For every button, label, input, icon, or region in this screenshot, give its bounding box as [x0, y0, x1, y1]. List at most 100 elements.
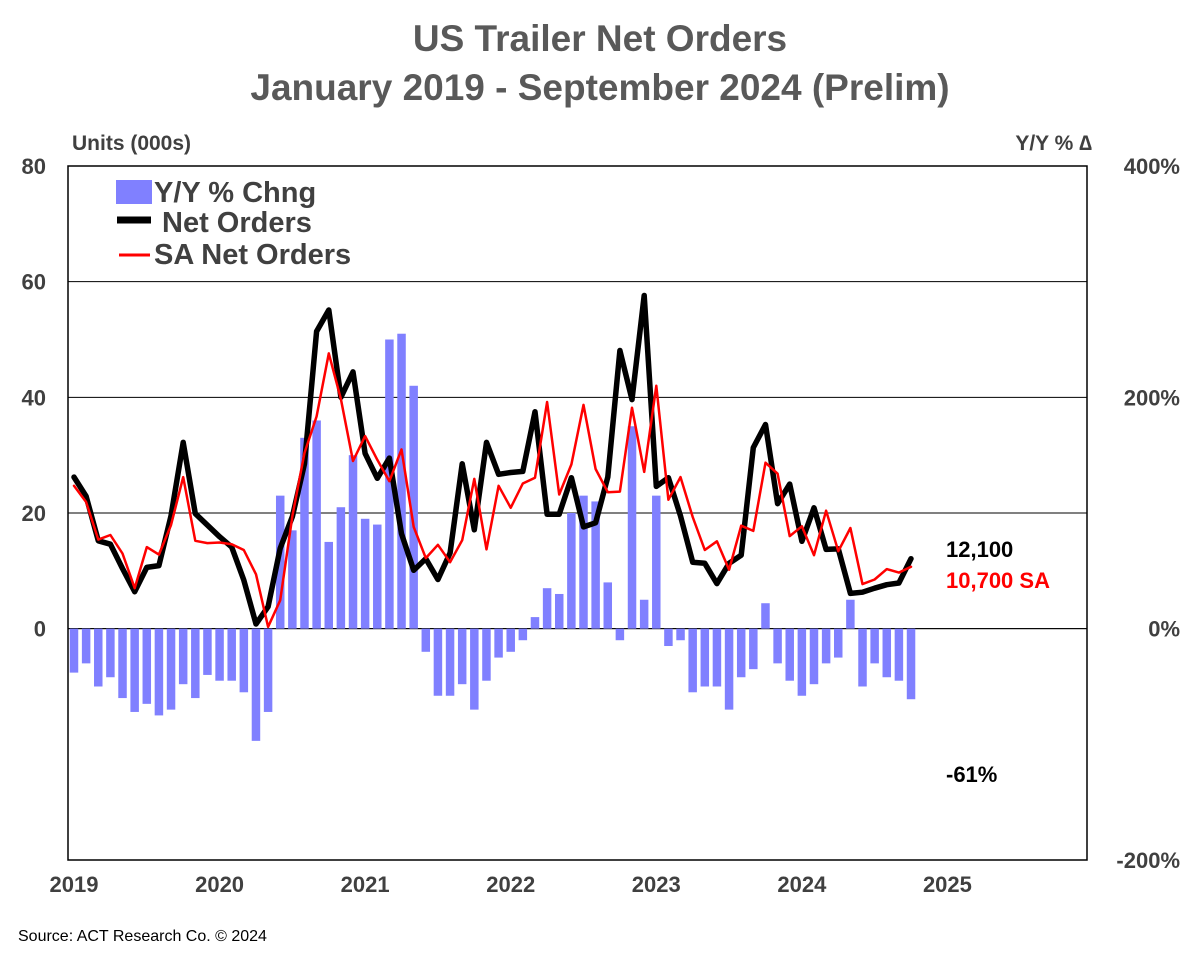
- yoy-bar: [373, 524, 382, 629]
- yoy-bar: [870, 628, 879, 664]
- yoy-bar: [906, 628, 916, 700]
- yoy-bar: [736, 628, 746, 678]
- right-tick-label: 0%: [1148, 617, 1180, 642]
- yoy-bar: [797, 628, 807, 696]
- yoy-bar: [882, 628, 892, 678]
- yoy-bar: [251, 628, 261, 741]
- yoy-bar: [664, 628, 673, 647]
- yoy-bar: [239, 628, 249, 693]
- order-lines: [71, 292, 914, 629]
- yoy-bar: [785, 628, 794, 681]
- chart-title-line2: January 2019 - September 2024 (Prelim): [250, 67, 950, 108]
- yoy-bar: [142, 628, 152, 704]
- plot-frame: [67, 165, 1088, 861]
- legend-label-sa: SA Net Orders: [154, 239, 351, 271]
- yoy-bar: [712, 628, 722, 687]
- yoy-bar: [397, 333, 406, 629]
- sa-net-orders-line: [72, 352, 913, 629]
- yoy-bar: [130, 628, 139, 712]
- left-tick-label: 60: [22, 270, 46, 295]
- yoy-bar: [312, 420, 321, 629]
- yoy-bar: [821, 628, 831, 664]
- yoy-bar: [421, 628, 431, 652]
- right-tick-label: -200%: [1116, 848, 1180, 873]
- yoy-bar: [724, 628, 734, 710]
- yoy-bar: [106, 628, 115, 678]
- x-tick-label: 2022: [486, 872, 535, 897]
- yoy-bar: [470, 628, 479, 710]
- yoy-bar: [749, 628, 758, 670]
- yoy-bar: [215, 628, 224, 681]
- legend-label-bars: Y/Y % Chng: [154, 177, 316, 209]
- source-note: Source: ACT Research Co. © 2024: [18, 928, 267, 945]
- yoy-bar: [615, 628, 625, 641]
- x-tick-label: 2023: [632, 872, 681, 897]
- yoy-bar: [324, 541, 333, 629]
- yoy-bar: [385, 339, 394, 629]
- x-tick-label: 2021: [341, 872, 390, 897]
- x-tick-label: 2025: [923, 872, 972, 897]
- yoy-bar: [858, 628, 867, 687]
- yoy-bar: [457, 628, 467, 685]
- yoy-bar: [554, 593, 564, 629]
- yoy-bars: [69, 333, 916, 741]
- gridlines: [68, 281, 1087, 630]
- x-axis-ticks: 2019 2020 2021 2022 2023 2024 2025: [50, 872, 972, 897]
- right-axis-ticks: -200% 0% 200% 400%: [1116, 154, 1180, 873]
- right-tick-label: 200%: [1124, 385, 1180, 410]
- yoy-bar: [360, 518, 370, 629]
- yoy-bar: [809, 628, 819, 685]
- yoy-bar: [409, 385, 418, 629]
- yoy-bar: [191, 628, 200, 699]
- yoy-bar: [348, 455, 358, 629]
- legend-swatch-bars: [116, 180, 152, 204]
- yoy-bar: [118, 628, 127, 699]
- yoy-bar: [652, 495, 661, 629]
- yoy-bar: [288, 530, 297, 629]
- yoy-bar: [203, 628, 212, 675]
- yoy-bar: [567, 513, 576, 629]
- yoy-bar: [227, 628, 236, 681]
- left-tick-label: 40: [22, 385, 46, 410]
- yoy-bar: [506, 628, 515, 652]
- net-orders-end-label: 12,100: [946, 537, 1013, 562]
- yoy-bar: [154, 628, 164, 716]
- left-axis-ticks: 0 20 40 60 80: [22, 154, 46, 642]
- yoy-bar: [834, 628, 843, 658]
- x-tick-label: 2019: [50, 872, 99, 897]
- yoy-bar: [688, 628, 697, 693]
- yoy-bar: [275, 495, 285, 629]
- yoy-bar: [639, 599, 649, 629]
- right-axis-title: Y/Y % ∆: [1015, 132, 1092, 155]
- left-axis-title: Units (000s): [72, 132, 192, 155]
- net-orders-line: [71, 292, 914, 627]
- yoy-bar: [433, 628, 443, 696]
- yoy-bar: [81, 628, 91, 664]
- yoy-bar: [300, 437, 309, 629]
- yoy-end-label: -61%: [946, 762, 997, 787]
- yoy-bar: [773, 628, 782, 664]
- yoy-bar: [591, 501, 600, 629]
- yoy-bar: [69, 628, 79, 673]
- yoy-bar: [542, 588, 552, 629]
- yoy-bar: [336, 507, 346, 629]
- yoy-bar: [579, 495, 588, 629]
- yoy-bar: [676, 628, 685, 641]
- yoy-bar: [761, 603, 770, 629]
- yoy-bar: [518, 628, 528, 641]
- yoy-bar: [627, 426, 637, 629]
- yoy-bar: [603, 582, 613, 629]
- yoy-bar: [166, 628, 176, 710]
- sa-net-orders-end-label: 10,700 SA: [946, 568, 1050, 593]
- legend-label-net: Net Orders: [162, 207, 312, 239]
- left-tick-label: 20: [22, 501, 46, 526]
- left-tick-label: 0: [34, 617, 46, 642]
- yoy-bar: [482, 628, 491, 681]
- chart-title-line1: US Trailer Net Orders: [412, 18, 788, 59]
- yoy-bar: [530, 617, 540, 629]
- yoy-bar: [178, 628, 188, 685]
- left-tick-label: 80: [22, 154, 46, 179]
- x-tick-label: 2024: [777, 872, 827, 897]
- right-tick-label: 400%: [1124, 154, 1180, 179]
